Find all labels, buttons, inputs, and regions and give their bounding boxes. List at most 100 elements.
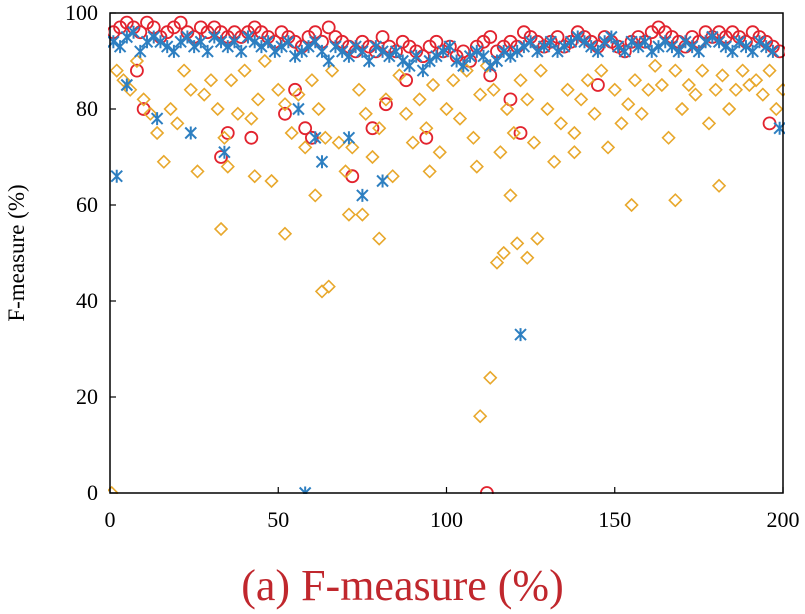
series-2-point [197,87,212,102]
series-2-point [594,63,609,78]
series-3-point [685,40,699,54]
series-3-point [659,35,672,49]
series-1-point [278,106,292,121]
series-3-point [356,44,369,58]
series-2-point [277,226,293,241]
series-3-point [208,30,221,44]
series-2-point [614,116,629,131]
series-3-point [564,35,578,49]
series-3-point [282,35,295,49]
series-3-point [618,44,632,58]
series-3-point [645,44,658,58]
series-2-point [318,130,333,145]
series-3-point [463,49,477,63]
series-3-point [120,30,134,44]
series-3-point [120,78,134,92]
series-2-point [520,92,535,107]
series-2-point [190,164,205,179]
series-3-point [201,44,214,58]
series-3-point [544,35,558,49]
series-3-point [302,40,315,54]
series-3-point [766,44,780,58]
series-1-point [419,130,434,145]
series-3-point [309,131,322,145]
series-2-point [560,82,575,97]
series-2-point [345,140,360,155]
series-2-point [748,73,764,88]
series-2-point [385,169,400,184]
series-3-point [140,35,154,49]
series-2-point [419,121,434,136]
series-2-point [365,149,380,165]
series-2-point [372,121,387,136]
series-2-point [176,63,192,78]
series-2-point [143,106,158,121]
x-tick-label: 50 [267,507,289,532]
series-2-point [220,159,235,174]
series-2-point [708,82,723,97]
series-2-point [567,125,582,141]
series-2-point [331,135,346,150]
series-3-point [410,49,423,63]
series-3-point [652,40,665,54]
series-2-point [506,125,521,141]
series-3-point [430,49,443,63]
series-2-point [210,101,225,117]
series-3-point [403,59,416,73]
series-3-point [457,59,470,73]
series-3-point [235,44,248,58]
y-tick-label: 60 [76,192,98,217]
series-3-point [625,35,638,49]
series-2-point [762,63,777,78]
series-3-point [150,112,164,126]
series-2-point [170,116,185,131]
series-2-point [257,53,272,69]
series-3-point [504,49,517,63]
series-2-point [647,58,663,73]
series-2-point [432,145,447,160]
series-2-point [452,111,468,126]
series-1-point [379,97,393,112]
series-2-point [580,73,595,88]
series-3-point [369,40,383,54]
series-2-point [553,116,569,131]
series-3-point [514,328,527,342]
series-2-point [398,106,414,121]
series-3-point [484,59,497,73]
series-3-point [746,44,759,58]
series-2-point [277,97,293,112]
y-tick-label: 0 [87,480,98,505]
series-2-point [499,101,515,117]
series-3-point [261,35,275,49]
series-2-point [314,284,330,299]
series-2-point [163,101,178,117]
series-1-point [173,15,188,30]
series-2-point [674,101,690,117]
series-3-point [537,40,551,54]
series-2-point [230,106,246,121]
series-3-point [558,40,571,54]
series-3-point [436,44,450,58]
y-tick-label: 80 [76,96,98,121]
series-2-point [338,164,353,179]
y-ticks: 0 20 40 60 80 100 [65,0,116,505]
series-3-point [706,30,719,44]
series-3-point [726,44,739,58]
series-2-point [116,73,131,88]
series-2-point [183,82,198,97]
series-2-point [224,73,239,88]
series-3-point [214,35,228,49]
series-2-point [439,101,454,117]
series-3-point [154,35,167,49]
series-2-point [513,73,528,88]
series-3-point [342,49,356,63]
series-2-point [483,370,498,385]
series-3-point [322,54,335,68]
series-2-point [203,73,219,88]
series-3-point [315,44,329,58]
series-2-point [109,63,124,78]
series-3-point [160,40,174,54]
series-3-point [147,30,160,44]
series-3-point [194,35,208,49]
